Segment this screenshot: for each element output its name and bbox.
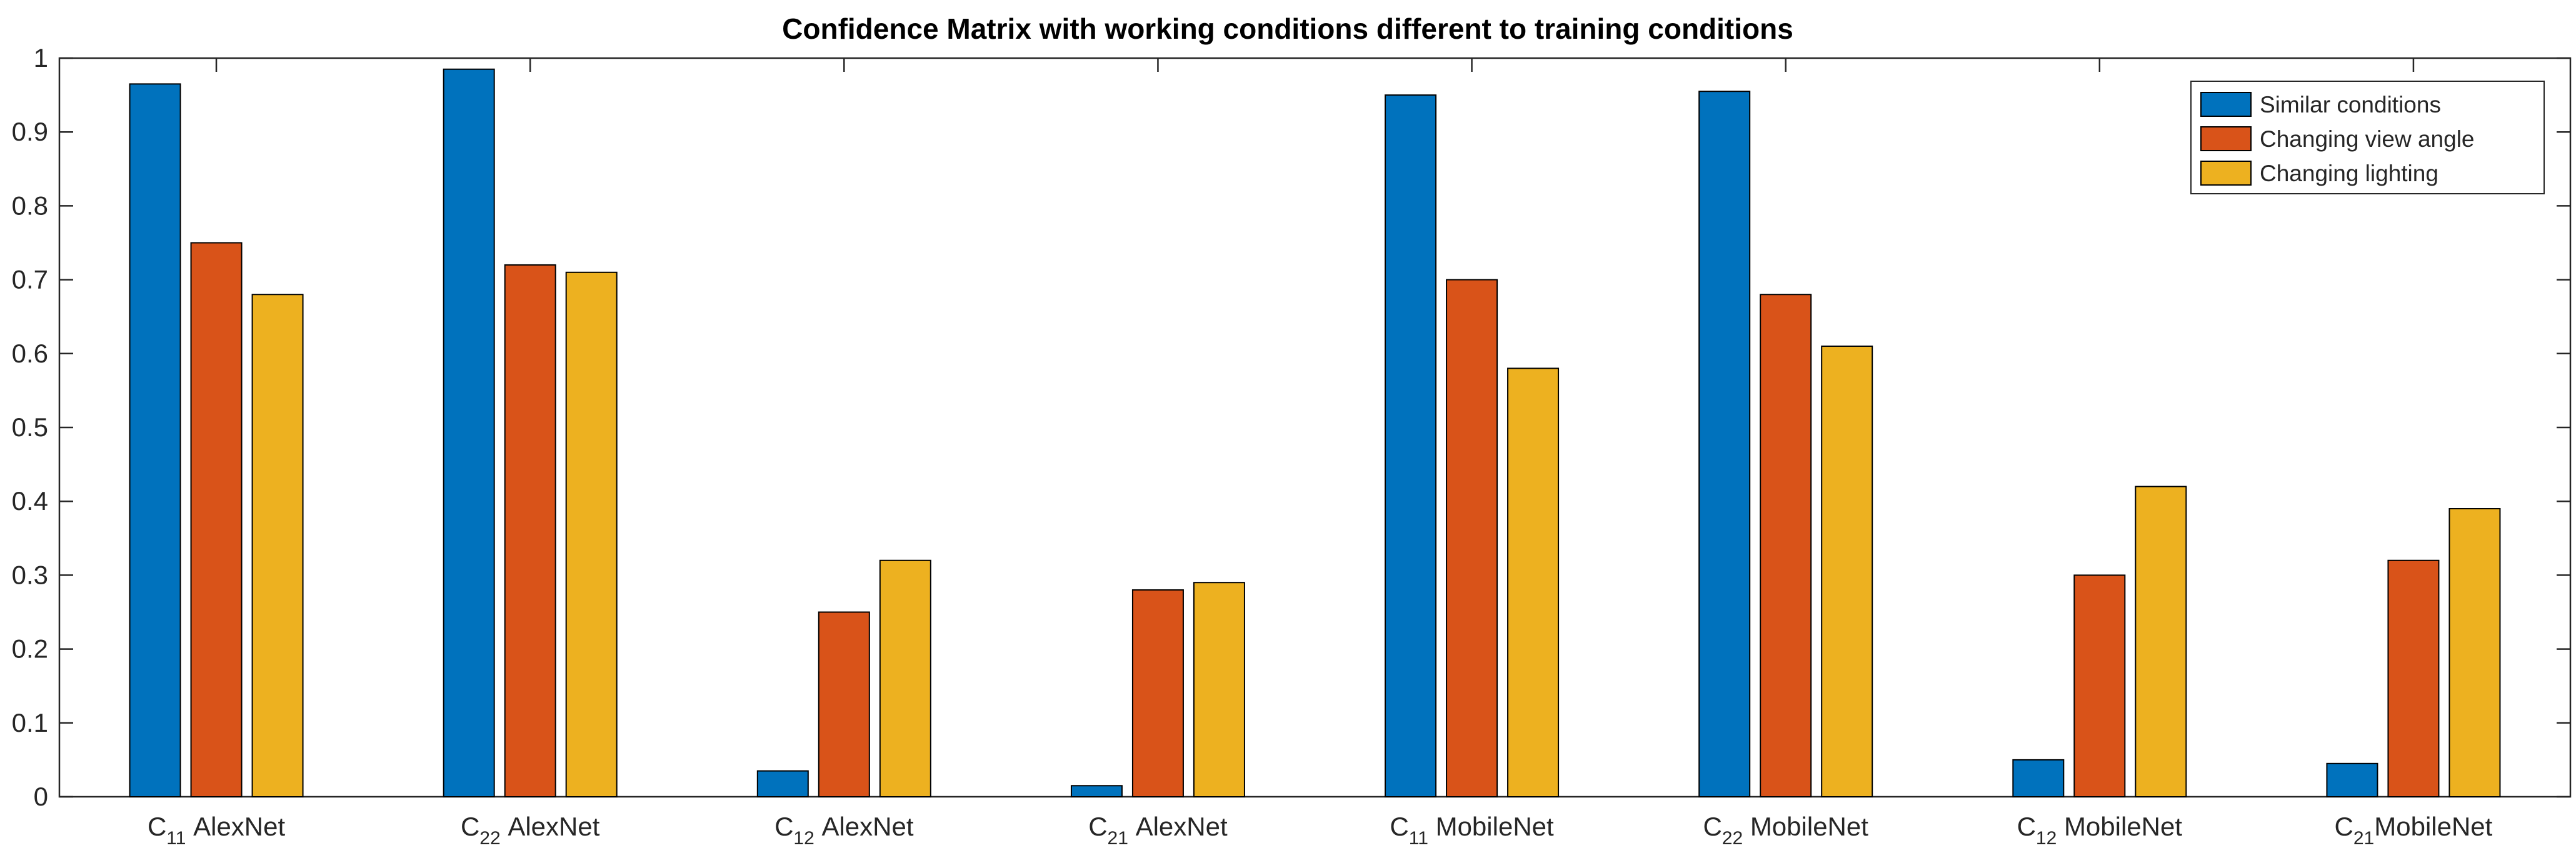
bar-3-5: [1507, 367, 1560, 797]
x-category-label: C22 MobileNet: [1703, 812, 1868, 849]
category-subscript: 11: [166, 828, 186, 849]
y-tick-label: 0.5: [12, 412, 48, 442]
category-main: C: [2335, 812, 2353, 841]
bar-2-1: [190, 242, 243, 797]
bar-3-1: [251, 294, 304, 797]
category-suffix: AlexNet: [1128, 812, 1228, 841]
y-tick-label: 0.9: [12, 117, 48, 146]
bar-2-3: [818, 611, 870, 797]
bar-1-5: [1385, 94, 1437, 798]
legend-label-3: Changing lighting: [2260, 161, 2438, 186]
x-category-label: C11 AlexNet: [148, 812, 286, 849]
category-suffix: AlexNet: [501, 812, 600, 841]
bar-2-2: [504, 264, 556, 797]
legend: Similar conditions Changing view angle Cha…: [2190, 81, 2545, 194]
bar-3-7: [2135, 486, 2187, 797]
category-suffix: AlexNet: [186, 812, 285, 841]
bar-1-3: [756, 770, 809, 798]
bar-1-4: [1070, 785, 1123, 798]
category-main: C: [2017, 812, 2036, 841]
bar-3-2: [565, 271, 618, 797]
bar-1-7: [2012, 759, 2065, 798]
bar-3-8: [2448, 508, 2501, 798]
tick-labels: 0 0.1 0.2 0.3 0.4 0.5 0.6 0.7 0.8 0.9 1: [12, 43, 48, 811]
x-category-label: C11 MobileNet: [1390, 812, 1554, 849]
category-subscript: 11: [1409, 828, 1428, 849]
category-main: C: [1390, 812, 1408, 841]
y-tick-label: 0.8: [12, 191, 48, 220]
y-tick-label: 0.1: [12, 708, 48, 737]
category-subscript: 12: [2036, 828, 2057, 849]
category-labels: C11 AlexNet C22 AlexNet C12 AlexNet C21 Ale…: [148, 812, 2493, 849]
bar-2-7: [2073, 574, 2126, 798]
y-tick-label: 1: [34, 43, 48, 72]
category-suffix: MobileNet: [1743, 812, 1868, 841]
y-tick-label: 0.6: [12, 339, 48, 368]
y-tick-label: 0.7: [12, 265, 48, 294]
bar-3-4: [1193, 582, 1245, 797]
bar-1-2: [443, 68, 495, 798]
category-main: C: [148, 812, 166, 841]
category-suffix: MobileNet: [2057, 812, 2182, 841]
y-tick-label: 0: [34, 782, 48, 811]
legend-swatch-2: [2200, 126, 2252, 151]
category-suffix: MobileNet: [2374, 812, 2492, 841]
chart-title: Confidence Matrix with working condition…: [782, 12, 1793, 45]
bar-2-4: [1131, 589, 1184, 797]
legend-swatch-1: [2200, 92, 2252, 117]
bar-1-8: [2326, 762, 2378, 798]
category-subscript: 12: [793, 828, 814, 849]
category-subscript: 22: [479, 828, 500, 849]
x-category-label: C12 AlexNet: [774, 812, 914, 849]
bar-2-6: [1760, 294, 1812, 797]
bar-3-3: [879, 559, 931, 797]
legend-label-1: Similar conditions: [2260, 92, 2441, 117]
category-main: C: [774, 812, 793, 841]
bar-1-1: [129, 83, 181, 797]
category-suffix: MobileNet: [1428, 812, 1554, 841]
x-category-label: C12 MobileNet: [2017, 812, 2183, 849]
bar-2-5: [1446, 279, 1498, 798]
y-tick-label: 0.4: [12, 486, 48, 516]
category-suffix: AlexNet: [814, 812, 914, 841]
y-tick-label: 0.3: [12, 560, 48, 589]
x-category-label: C22 AlexNet: [461, 812, 600, 849]
category-main: C: [461, 812, 479, 841]
bar-2-8: [2387, 559, 2440, 797]
x-category-label: C21 AlexNet: [1088, 812, 1228, 849]
category-subscript: 21: [1108, 828, 1128, 849]
category-main: C: [1703, 812, 1722, 841]
bars: [129, 68, 2501, 798]
y-tick-label: 0.2: [12, 634, 48, 664]
category-subscript: 22: [1722, 828, 1743, 849]
x-category-label: C21MobileNet: [2335, 812, 2493, 849]
bar-3-6: [1821, 345, 1873, 797]
legend-label-2: Changing view angle: [2260, 126, 2475, 152]
legend-swatch-3: [2200, 161, 2252, 186]
category-main: C: [1088, 812, 1107, 841]
bar-1-6: [1698, 91, 1751, 798]
category-subscript: 21: [2353, 828, 2374, 849]
